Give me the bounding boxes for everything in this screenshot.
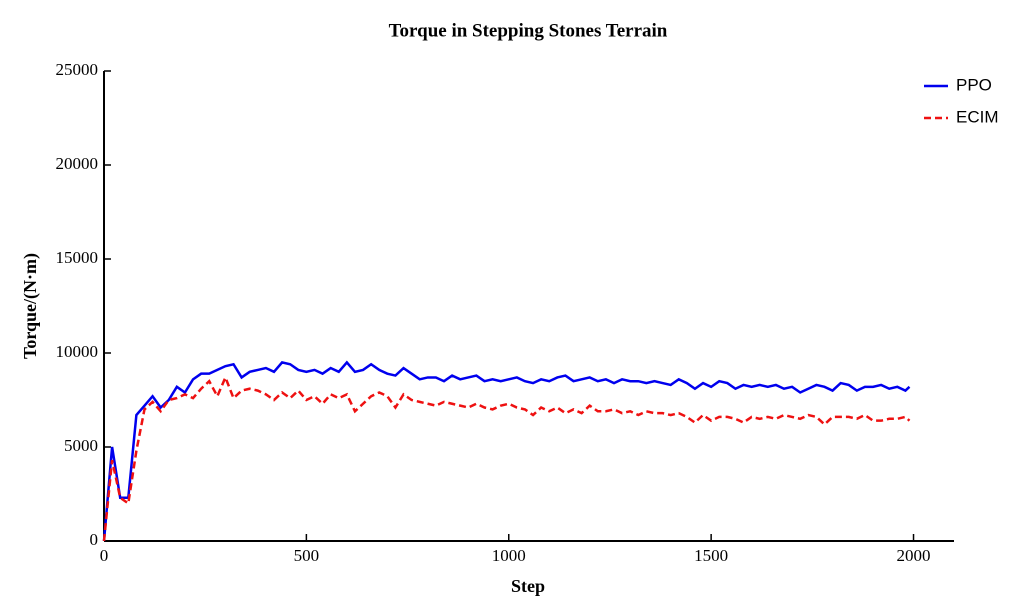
x-axis-label: Step xyxy=(511,576,545,596)
x-tick-label: 2000 xyxy=(897,546,931,565)
y-tick-label: 15000 xyxy=(56,248,99,267)
x-tick-label: 500 xyxy=(294,546,320,565)
y-tick-label: 0 xyxy=(90,530,99,549)
legend-label: ECIM xyxy=(956,107,999,126)
chart-title: Torque in Stepping Stones Terrain xyxy=(389,20,668,41)
y-tick-label: 10000 xyxy=(56,342,99,361)
series-line xyxy=(102,360,911,542)
y-tick-label: 25000 xyxy=(56,60,99,79)
x-tick-label: 1000 xyxy=(492,546,526,565)
y-axis-label: Torque/(N·m) xyxy=(20,253,41,359)
x-tick-label: 0 xyxy=(100,546,109,565)
y-tick-label: 5000 xyxy=(64,436,98,455)
series-line xyxy=(102,374,911,542)
y-tick-label: 20000 xyxy=(56,154,99,173)
x-tick-label: 1500 xyxy=(694,546,728,565)
legend-label: PPO xyxy=(956,75,992,94)
